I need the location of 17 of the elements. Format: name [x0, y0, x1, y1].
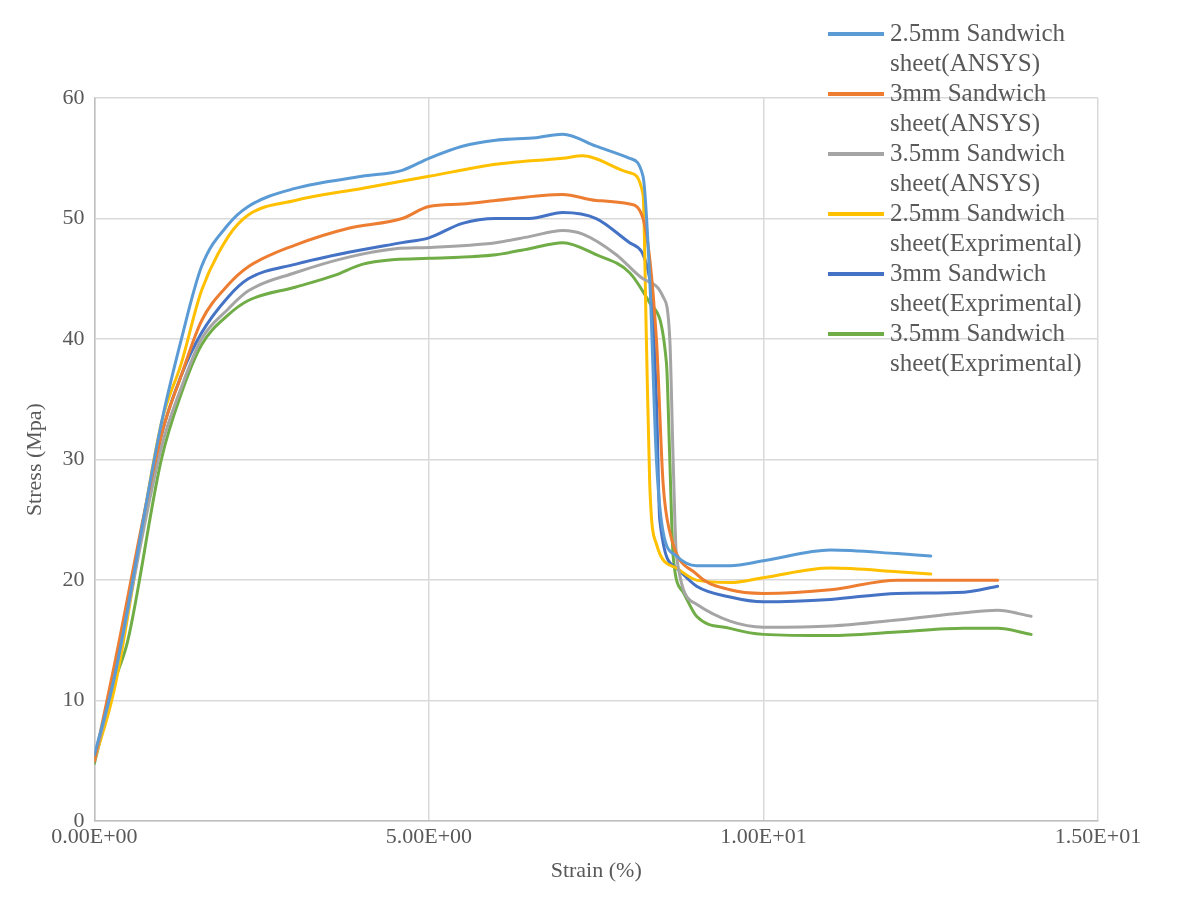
y-tick-label: 30: [62, 445, 85, 471]
x-tick-label: 1.50E+01: [1054, 823, 1142, 849]
x-axis-title: Strain (%): [550, 856, 642, 882]
x-tick-label: 1.00E+01: [720, 823, 807, 849]
legend-label: 3.5mm Sandwich sheet(ANSYS): [890, 138, 1066, 198]
legend-label: 3.5mm Sandwich sheet(Exprimental): [890, 318, 1083, 378]
y-tick-label: 60: [62, 83, 85, 109]
legend-label: 3mm Sandwich sheet(ANSYS): [890, 78, 1048, 138]
legend-label: 2.5mm Sandwich sheet(Exprimental): [890, 198, 1083, 258]
x-tick-label: 5.00E+00: [385, 823, 473, 849]
y-tick-label: 40: [62, 324, 85, 350]
y-tick-label: 20: [62, 565, 85, 591]
y-tick-label: 10: [62, 686, 85, 712]
y-tick-label: 50: [62, 204, 85, 230]
y-axis-title: Stress (Mpa): [20, 403, 46, 517]
legend-label: 3mm Sandwich sheet(Exprimental): [890, 258, 1083, 318]
legend-label: 2.5mm Sandwich sheet(ANSYS): [890, 18, 1066, 78]
